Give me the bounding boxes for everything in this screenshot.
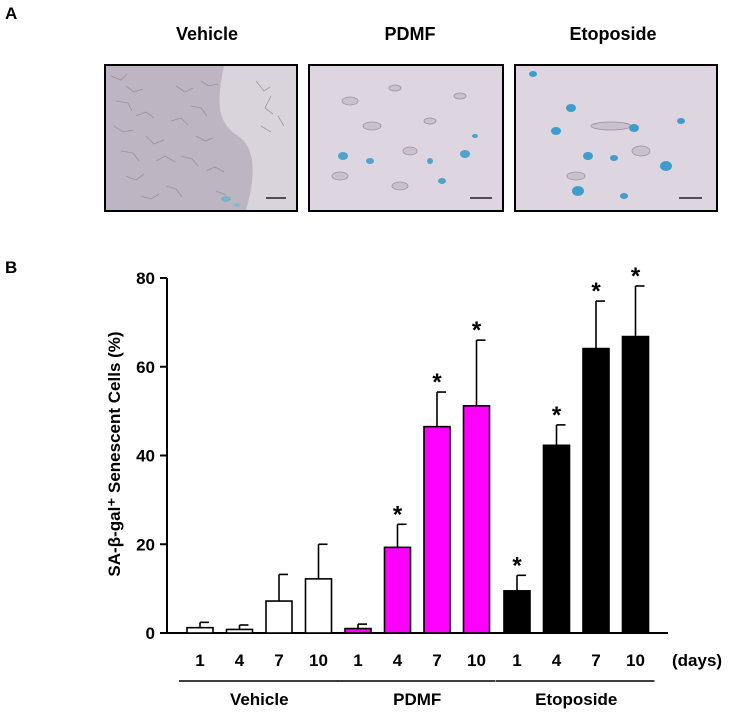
significance-star-etoposide-10: * — [631, 263, 641, 290]
bar-etoposide-1 — [503, 590, 531, 634]
x-tick-label-pdmf-4: 4 — [393, 651, 403, 670]
bar-vehicle-7 — [265, 600, 293, 634]
bar-vehicle-1 — [186, 626, 214, 634]
x-unit-label: (days) — [672, 651, 722, 670]
y-axis-label: SA-β-gal⁺ Senescent Cells (%) — [105, 331, 124, 576]
bar-etoposide-10 — [621, 335, 650, 634]
y-tick-label-80: 80 — [136, 269, 155, 288]
x-tick-label-pdmf-1: 1 — [353, 651, 362, 670]
x-tick-label-vehicle-1: 1 — [195, 651, 204, 670]
significance-star-pdmf-4: * — [393, 501, 403, 528]
significance-star-etoposide-4: * — [552, 402, 562, 429]
x-tick-label-pdmf-7: 7 — [432, 651, 441, 670]
bar-pdmf-7 — [423, 425, 451, 634]
significance-star-etoposide-1: * — [512, 552, 522, 579]
image-title-vehicle: Vehicle — [175, 24, 239, 44]
significance-star-etoposide-7: * — [591, 278, 601, 305]
significance-star-pdmf-10: * — [472, 317, 482, 344]
x-tick-label-vehicle-7: 7 — [274, 651, 283, 670]
panel-b-label: B — [5, 258, 18, 277]
bar-etoposide-7 — [582, 347, 610, 634]
group-label-vehicle: Vehicle — [230, 690, 289, 709]
plot-area: 0 20 40 60 80 1 4 7 10 Vehicle 1 * 4 * 7 * 10 PDMF * 1 * 4 * 7 *… — [136, 263, 722, 709]
x-tick-label-etoposide-10: 10 — [626, 651, 645, 670]
significance-star-pdmf-7: * — [432, 369, 442, 396]
y-tick-label-20: 20 — [136, 535, 155, 554]
x-tick-label-etoposide-1: 1 — [512, 651, 521, 670]
x-tick-label-vehicle-10: 10 — [309, 651, 328, 670]
group-label-pdmf: PDMF — [393, 690, 441, 709]
y-tick-label-0: 0 — [146, 624, 155, 643]
bar-pdmf-10 — [462, 404, 491, 634]
x-tick-label-etoposide-4: 4 — [552, 651, 562, 670]
bar-vehicle-10 — [304, 578, 333, 634]
image-title-etoposide: Etoposide — [569, 24, 657, 44]
x-tick-label-vehicle-4: 4 — [235, 651, 245, 670]
x-tick-label-pdmf-10: 10 — [467, 651, 486, 670]
bar-pdmf-4 — [383, 546, 412, 634]
bar-pdmf-1 — [344, 627, 372, 634]
micrograph-pdmf — [308, 64, 504, 212]
y-tick-label-60: 60 — [136, 358, 155, 377]
image-title-pdmf: PDMF — [384, 24, 436, 44]
group-label-etoposide: Etoposide — [535, 690, 617, 709]
x-tick-label-etoposide-7: 7 — [591, 651, 600, 670]
micrograph-vehicle — [104, 64, 298, 212]
micrograph-etoposide — [514, 64, 718, 212]
bar-vehicle-4 — [225, 628, 254, 634]
panel-a-label: A — [5, 4, 18, 23]
bar-etoposide-4 — [542, 444, 571, 634]
y-tick-label-40: 40 — [136, 447, 155, 466]
